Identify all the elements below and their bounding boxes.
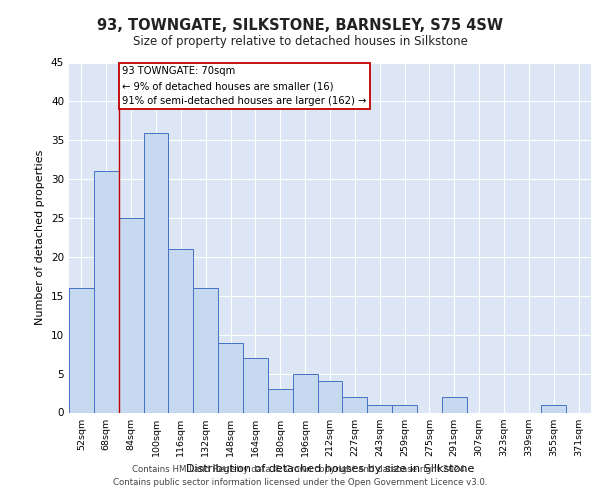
X-axis label: Distribution of detached houses by size in Silkstone: Distribution of detached houses by size … bbox=[186, 464, 474, 474]
Bar bbox=[442, 397, 467, 412]
Bar bbox=[392, 404, 417, 412]
Bar bbox=[317, 382, 343, 412]
Bar bbox=[193, 288, 218, 412]
Text: Size of property relative to detached houses in Silkstone: Size of property relative to detached ho… bbox=[133, 35, 467, 48]
Bar bbox=[243, 358, 268, 412]
Text: Contains public sector information licensed under the Open Government Licence v3: Contains public sector information licen… bbox=[113, 478, 487, 487]
Text: 93 TOWNGATE: 70sqm
← 9% of detached houses are smaller (16)
91% of semi-detached: 93 TOWNGATE: 70sqm ← 9% of detached hous… bbox=[122, 66, 367, 106]
Bar bbox=[169, 249, 193, 412]
Bar bbox=[541, 404, 566, 412]
Bar bbox=[218, 342, 243, 412]
Y-axis label: Number of detached properties: Number of detached properties bbox=[35, 150, 46, 325]
Bar bbox=[143, 132, 169, 412]
Bar bbox=[94, 172, 119, 412]
Bar bbox=[268, 389, 293, 412]
Bar bbox=[367, 404, 392, 412]
Bar bbox=[343, 397, 367, 412]
Bar bbox=[293, 374, 317, 412]
Text: Contains HM Land Registry data © Crown copyright and database right 2024.: Contains HM Land Registry data © Crown c… bbox=[132, 466, 468, 474]
Bar bbox=[69, 288, 94, 412]
Bar bbox=[119, 218, 143, 412]
Text: 93, TOWNGATE, SILKSTONE, BARNSLEY, S75 4SW: 93, TOWNGATE, SILKSTONE, BARNSLEY, S75 4… bbox=[97, 18, 503, 32]
